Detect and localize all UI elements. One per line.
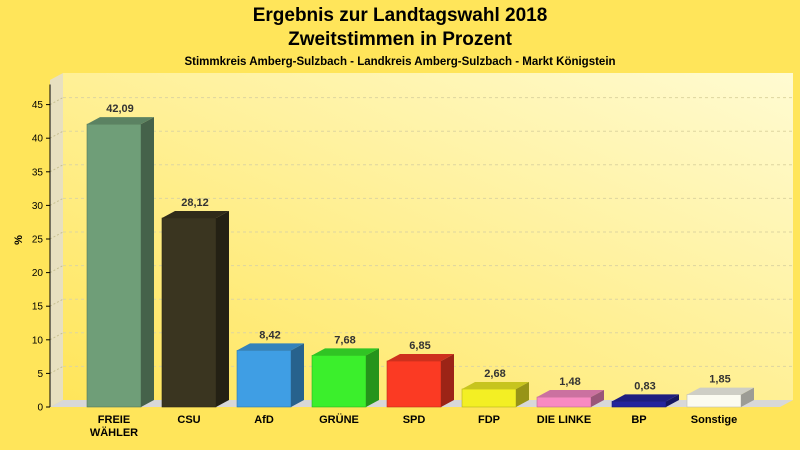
- grid-line-side: [49, 332, 64, 341]
- bar: [461, 381, 529, 408]
- bar-side: [291, 343, 304, 407]
- y-tick-label: 15: [32, 302, 44, 313]
- bar-top: [162, 211, 229, 219]
- value-labels: 42,09 28,12 8,42 7,68 6,85 2,68 1,48 0,83 1,85: [106, 103, 730, 392]
- chart-title: Ergebnis zur Landtagswahl 2018: [253, 5, 548, 26]
- bar-top: [462, 381, 529, 389]
- grid-line-side: [49, 130, 64, 139]
- category-label: Sonstige: [691, 414, 737, 426]
- grid-line-side: [49, 97, 64, 106]
- bar-top: [387, 353, 454, 361]
- bar: [536, 390, 604, 408]
- grid-line-side: [49, 265, 64, 274]
- bar-front: [536, 396, 592, 408]
- y-tick-label: 5: [37, 369, 43, 380]
- category-label: SPD: [403, 414, 426, 426]
- value-label: 0,83: [634, 380, 655, 392]
- category-label: GRÜNE: [319, 413, 359, 426]
- value-label: 42,09: [106, 103, 134, 115]
- bar-top: [237, 343, 304, 351]
- value-label: 28,12: [181, 197, 209, 209]
- bar-front: [611, 401, 667, 408]
- category-label: WÄHLER: [90, 426, 138, 439]
- y-tick-label: 0: [37, 403, 43, 414]
- bar: [686, 387, 754, 408]
- bar-side: [441, 353, 454, 407]
- bar-side: [141, 117, 154, 407]
- y-axis: 0 5 10 15 20 25 30 35 40 45: [32, 84, 51, 414]
- bar: [311, 348, 379, 408]
- bar-front: [311, 355, 367, 408]
- bar-side: [516, 381, 529, 407]
- bar: [386, 353, 454, 408]
- bar-front: [86, 123, 142, 408]
- grid-line-side: [49, 197, 64, 206]
- bar-side: [366, 348, 379, 407]
- value-label: 7,68: [334, 334, 355, 346]
- category-label: BP: [631, 414, 646, 426]
- category-label: CSU: [177, 414, 200, 426]
- bar-top: [537, 390, 604, 398]
- bar-front: [686, 394, 742, 408]
- bar-top: [612, 394, 679, 402]
- y-tick-label: 25: [32, 235, 44, 246]
- plot-side-wall: [50, 73, 63, 407]
- grid-line-side: [49, 298, 64, 307]
- bar-front: [461, 388, 517, 408]
- bar-side: [591, 390, 604, 407]
- y-tick-label: 45: [32, 100, 44, 111]
- bar: [86, 117, 154, 408]
- y-tick-label: 20: [32, 268, 44, 279]
- value-label: 6,85: [409, 340, 430, 352]
- category-label: AfD: [254, 414, 274, 426]
- value-label: 1,48: [559, 376, 580, 388]
- value-label: 8,42: [259, 329, 280, 341]
- chart-subtitle: Zweitstimmen in Prozent: [288, 29, 512, 50]
- category-label: DIE LINKE: [537, 414, 591, 426]
- y-tick-label: 30: [32, 201, 44, 212]
- y-tick-label: 40: [32, 134, 44, 145]
- bar-side: [666, 394, 679, 407]
- bar: [611, 394, 679, 408]
- bar-front: [236, 350, 292, 408]
- y-tick-label: 10: [32, 335, 44, 346]
- grid-line-side: [49, 365, 64, 374]
- category-label: FDP: [478, 414, 500, 426]
- chart-caption: Stimmkreis Amberg-Sulzbach - Landkreis A…: [184, 56, 615, 68]
- category-label: FREIE: [98, 414, 130, 426]
- bar-top: [87, 117, 154, 125]
- bar-front: [161, 217, 217, 408]
- y-tick-label: 35: [32, 167, 44, 178]
- value-label: 1,85: [709, 374, 730, 386]
- bar-front: [386, 360, 442, 408]
- bar-side: [216, 211, 229, 407]
- bar: [236, 343, 304, 408]
- bar-top: [312, 348, 379, 356]
- bars: [86, 117, 754, 408]
- bar-side: [741, 387, 754, 407]
- y-axis-label: %: [13, 235, 25, 245]
- bar-top: [687, 387, 754, 395]
- bar: [161, 211, 229, 408]
- grid-line-side: [49, 164, 64, 173]
- plot-back-wall: [63, 73, 793, 400]
- value-label: 2,68: [484, 368, 505, 380]
- grid-line-side: [49, 231, 64, 240]
- grid-lines: [49, 97, 793, 374]
